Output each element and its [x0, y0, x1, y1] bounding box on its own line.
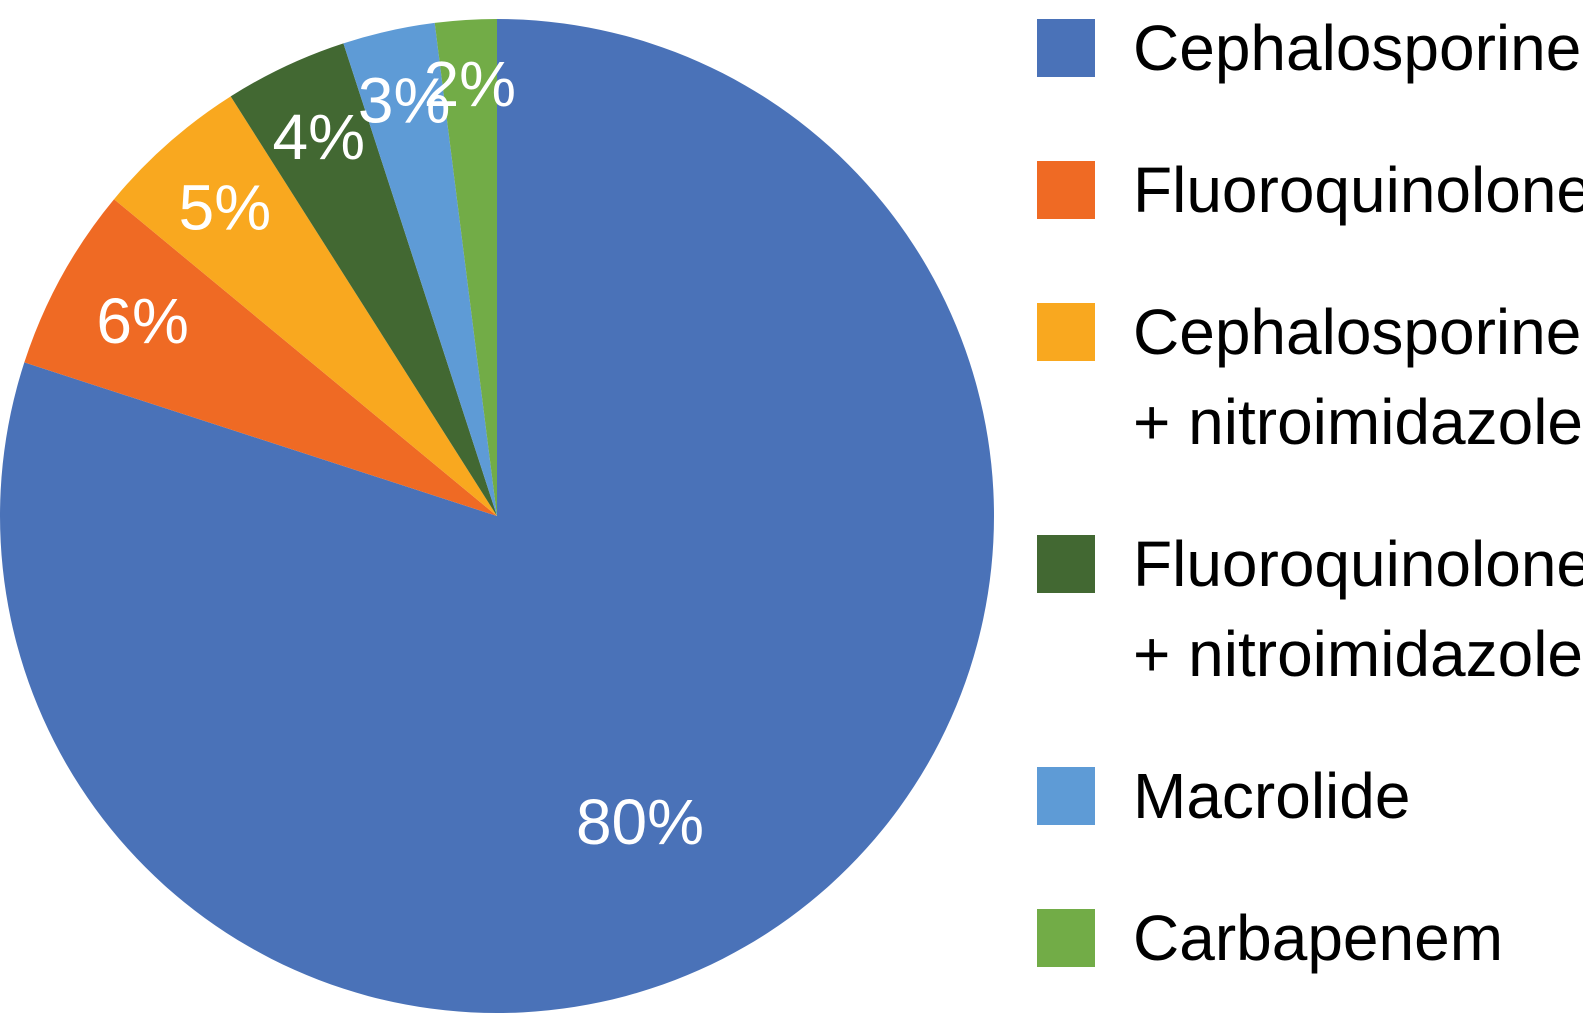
- legend-swatch: [1037, 767, 1095, 825]
- legend-swatch: [1037, 535, 1095, 593]
- legend-swatch: [1037, 909, 1095, 967]
- pie-slice-labels: 80% 6% 5%4%3%2%: [96, 48, 704, 858]
- legend-swatch: [1037, 303, 1095, 361]
- pie-slices: [0, 19, 994, 1013]
- legend-label: Cephalosporine: [1133, 296, 1581, 368]
- legend-item-fluoroquinolone-nitroimidazole: Fluoroquinolone + nitroimidazole: [1037, 528, 1583, 690]
- legend-item-cephalosporine: Cephalosporine: [1037, 12, 1581, 84]
- legend-label: Fluoroquinolone: [1133, 154, 1583, 226]
- legend-item-cephalosporine-nitroimidazole: Cephalosporine + nitroimidazole: [1037, 296, 1583, 458]
- legend-item-fluoroquinolone: Fluoroquinolone: [1037, 154, 1583, 226]
- data-label-macrolide: 3%: [358, 64, 451, 136]
- legend: Cephalosporine Fluoroquinolone Cephalospor…: [1037, 12, 1583, 974]
- data-label-cephalosporine-nitroimidazole: 5%: [179, 171, 272, 243]
- data-label-cephalosporine: 80%: [576, 786, 704, 858]
- legend-label: Macrolide: [1133, 760, 1410, 832]
- legend-label: + nitroimidazole: [1133, 618, 1583, 690]
- legend-item-carbapenem: Carbapenem: [1037, 902, 1503, 974]
- data-label-carbapenem: 2%: [424, 48, 517, 120]
- legend-item-macrolide: Macrolide: [1037, 760, 1410, 832]
- pie-slice-macrolide: [343, 22, 497, 516]
- legend-label: Carbapenem: [1133, 902, 1503, 974]
- data-label-fluoroquinolone-nitroimidazole: 4%: [272, 101, 365, 173]
- pie-slice-carbapenem: [434, 19, 497, 516]
- legend-swatch: [1037, 161, 1095, 219]
- legend-label: + nitroimidazole: [1133, 386, 1583, 458]
- legend-label: Cephalosporine: [1133, 12, 1581, 84]
- pie-slice-cephalosporine: [0, 19, 994, 1013]
- pie-slice-fluoroquinolone: [24, 199, 497, 517]
- data-label-fluoroquinolone: 6%: [96, 285, 189, 357]
- legend-swatch: [1037, 19, 1095, 77]
- pie-slice-fluoroquinolone-nitroimidazole: [230, 43, 497, 516]
- pie-slice-cephalosporine-nitroimidazole: [114, 96, 497, 516]
- legend-label: Fluoroquinolone: [1133, 528, 1583, 600]
